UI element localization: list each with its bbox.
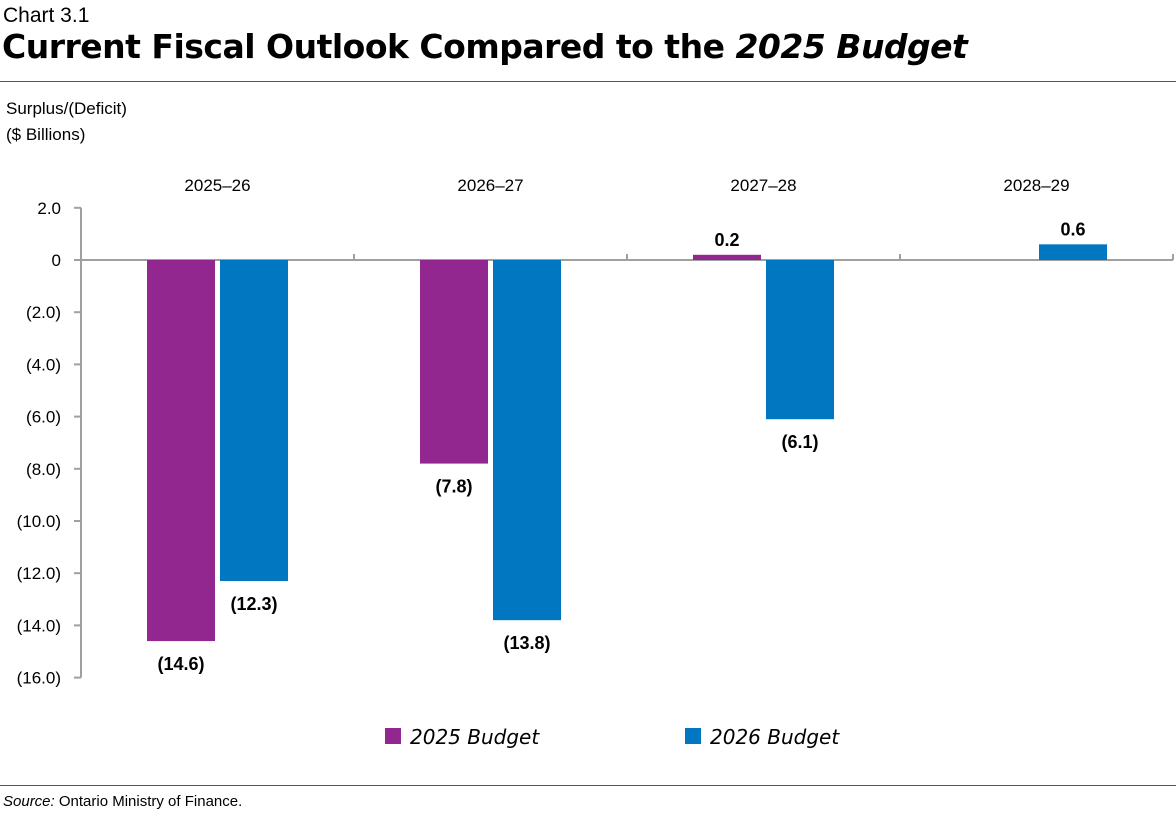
data-label: (13.8) [503, 633, 550, 653]
y-tick-label: (6.0) [26, 408, 61, 427]
bar-2026-budget [493, 260, 561, 621]
y-tick-label: (4.0) [26, 355, 61, 374]
data-label: (14.6) [157, 654, 204, 674]
legend-swatch-1 [385, 728, 401, 744]
legend-label-1: 2025 Budget [410, 725, 540, 749]
y-tick-label: (2.0) [26, 303, 61, 322]
source-note: Source: Ontario Ministry of Finance. [3, 793, 242, 810]
title-text: Current Fiscal Outlook Compared to the [2, 27, 736, 66]
source-text: Ontario Ministry of Finance. [54, 793, 243, 810]
y-axis-label-line2: ($ Billions) [6, 125, 86, 144]
bar-2026-budget [220, 260, 288, 582]
bar-2026-budget [1039, 244, 1107, 260]
bar-2025-budget [420, 260, 488, 464]
data-label: (6.1) [781, 432, 818, 452]
page-title: Current Fiscal Outlook Compared to the 2… [2, 27, 968, 66]
source-label: Source: [3, 793, 55, 810]
chart-number: Chart 3.1 [3, 4, 90, 27]
bar-2025-budget [693, 254, 761, 260]
category-label: 2028–29 [1003, 176, 1069, 195]
top-divider [0, 81, 1176, 82]
bar-2026-budget [766, 260, 834, 420]
category-label: 2026–27 [457, 176, 523, 195]
y-tick-label: (8.0) [26, 460, 61, 479]
y-tick-label: 2.0 [37, 199, 61, 218]
data-label: (12.3) [230, 594, 277, 614]
legend-label-2: 2026 Budget [710, 725, 840, 749]
y-tick-label: 0 [52, 251, 61, 270]
data-label: (7.8) [435, 477, 472, 497]
y-tick-label: (16.0) [17, 669, 61, 688]
y-tick-label: (10.0) [17, 512, 61, 531]
bar-2025-budget [147, 260, 215, 642]
y-axis-label-line1: Surplus/(Deficit) [6, 99, 127, 118]
data-label: 0.6 [1060, 219, 1085, 239]
legend-swatch-2 [685, 728, 701, 744]
y-tick-label: (12.0) [17, 564, 61, 583]
bottom-divider [0, 785, 1176, 786]
data-label: 0.2 [714, 230, 739, 250]
category-label: 2025–26 [184, 176, 250, 195]
category-label: 2027–28 [730, 176, 796, 195]
title-italic: 2025 Budget [735, 27, 968, 66]
y-tick-label: (14.0) [17, 616, 61, 635]
